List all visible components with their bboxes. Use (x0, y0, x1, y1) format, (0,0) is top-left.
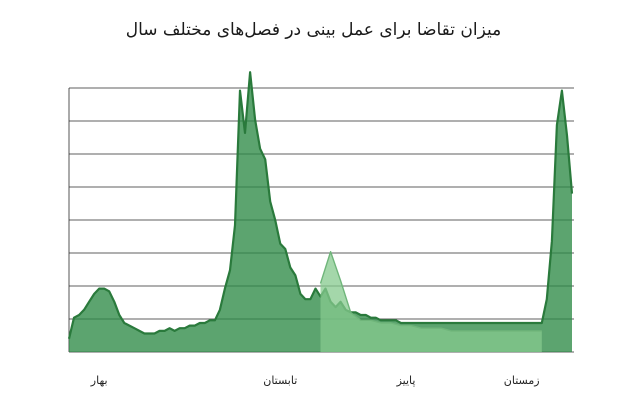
x-tick-label: تابستان (263, 374, 297, 387)
chart-title: میزان تقاضا برای عمل بینی در فصل‌های مخت… (125, 20, 502, 40)
x-tick-label: بهار (90, 374, 108, 387)
area-series-2 (320, 251, 542, 352)
x-tick-label: پاییز (396, 374, 416, 387)
chart-series (67, 71, 574, 352)
x-tick-label: زمستان (504, 374, 540, 387)
line-series-2 (319, 251, 542, 332)
x-axis-ticks: بهار تابستان پاییز زمستان (90, 374, 540, 387)
